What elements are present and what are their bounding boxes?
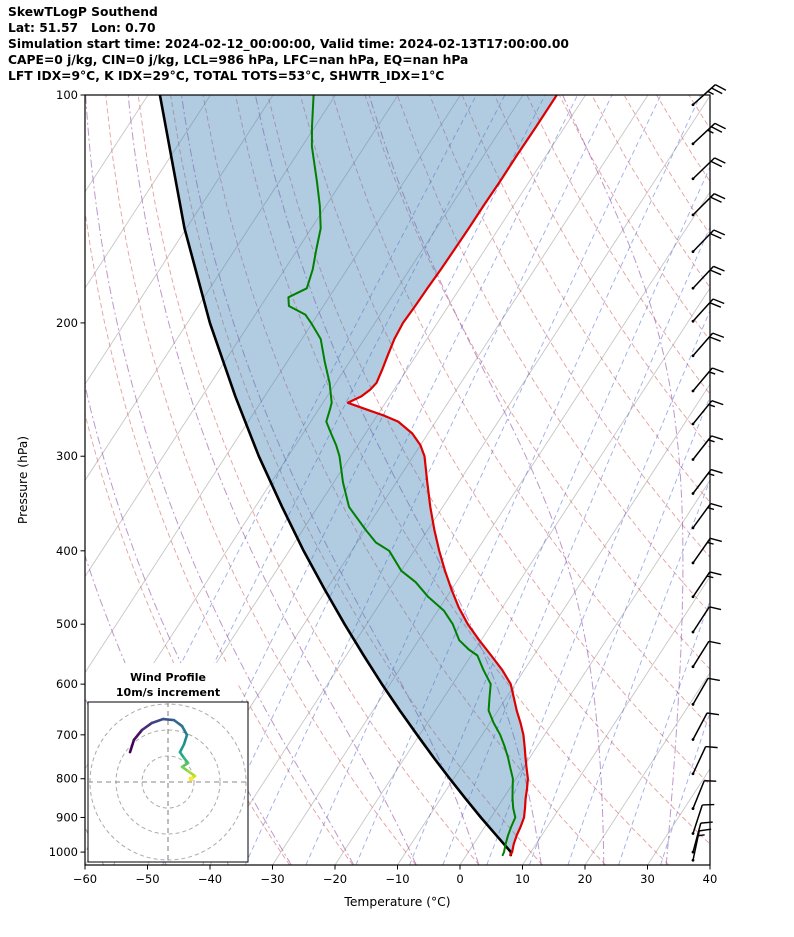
x-tick-label: −50 [135,872,159,886]
wind-barb [691,298,725,323]
dewpoint-profile-line [287,95,517,857]
x-tick-label: −20 [323,872,347,886]
time-line: Simulation start time: 2024-02-12_00:00:… [8,36,569,51]
wind-barb [691,640,721,669]
wind-barbs [691,84,727,862]
wind-barb [691,745,718,776]
chart-title: SkewTLogP Southend [8,5,158,19]
y-tick-label: 1000 [49,845,78,859]
hodograph-title: Wind Profile [130,671,206,684]
wind-barb [691,265,725,290]
x-tick-label: −30 [260,872,284,886]
x-axis: −60 −50 −40 −30 −20 −10 0 10 20 30 40 [73,865,717,886]
x-axis-label: Temperature (°C) [343,895,450,909]
x-tick-label: −60 [73,872,97,886]
indices-line-1: CAPE=0 j/kg, CIN=0 j/kg, LCL=986 hPa, LF… [8,52,469,67]
wind-barb [691,712,720,741]
y-axis: 100 200 300 400 500 600 700 800 900 1000 [49,88,85,859]
x-tick-label: 10 [515,872,530,886]
y-tick-label: 800 [56,772,78,786]
y-axis-label: Pressure (hPa) [16,436,30,524]
x-tick-label: 0 [456,872,463,886]
y-tick-label: 700 [56,728,78,742]
y-tick-label: 300 [56,449,78,463]
y-tick-label: 500 [56,617,78,631]
indices-line-2: LFT IDX=9°C, K IDX=29°C, TOTAL TOTS=53°C… [8,68,445,83]
wind-barb [691,821,713,854]
x-tick-label: −40 [198,872,222,886]
y-tick-label: 900 [56,810,78,824]
wind-barb [691,157,726,181]
wind-barb [691,502,723,530]
wind-barb [691,400,724,426]
wind-barb [691,122,726,146]
x-tick-label: 30 [640,872,655,886]
wind-barb [691,435,724,461]
wind-barb [691,780,717,810]
axes: −60 −50 −40 −30 −20 −10 0 10 20 30 40 100 200 300 400 5… [16,88,717,909]
x-tick-label: −10 [385,872,409,886]
wind-barb [691,803,715,835]
header-block: SkewTLogP Southend Lat: 51.57 Lon: 0.70 … [8,5,569,85]
location-line: Lat: 51.57 Lon: 0.70 [8,20,156,35]
profile-lines [158,95,558,857]
y-tick-label: 400 [56,544,78,558]
hodograph-subtitle: 10m/s increment [116,686,220,699]
hodograph-trace [128,717,197,782]
wind-barb [691,828,712,862]
wind-barb [691,468,723,495]
y-tick-label: 600 [56,677,78,691]
wind-barb [691,677,720,706]
wind-barb [691,193,726,217]
hodograph-inset: Wind Profile 10m/s increment [87,663,249,863]
x-tick-label: 40 [703,872,718,886]
hodograph-content [88,702,248,862]
y-tick-label: 100 [56,88,78,102]
wind-barb [691,229,726,253]
wind-barb [691,332,725,358]
x-tick-label: 20 [578,872,593,886]
temperature-profile-line [346,95,558,857]
wind-barb [691,571,722,599]
negative-area-shading [159,95,557,856]
wind-barb [691,606,722,634]
parcel-profile-line [158,95,513,857]
wind-barb [691,84,727,107]
wind-barb [691,367,724,393]
wind-barb [691,537,722,565]
background-grid [85,95,710,865]
y-tick-label: 200 [56,316,78,330]
